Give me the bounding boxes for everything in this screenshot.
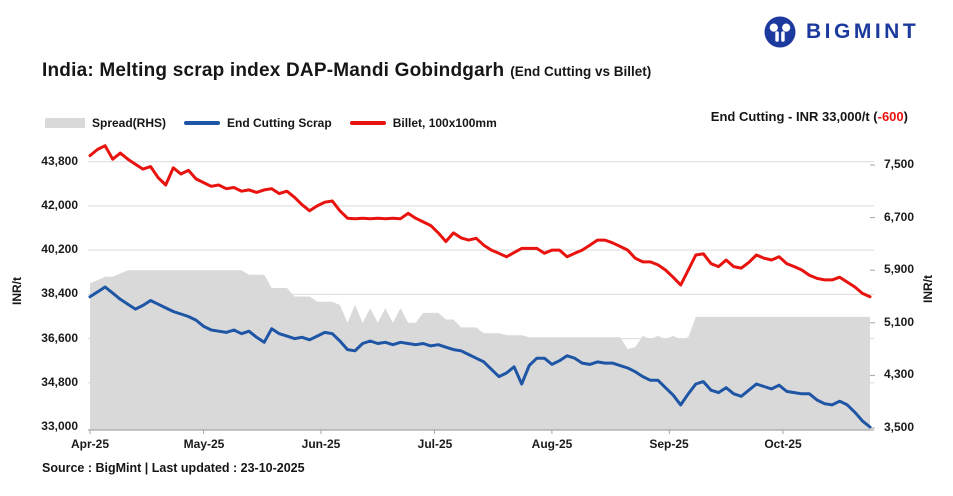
legend-item-spread: Spread(RHS) [45, 116, 166, 130]
title-suffix: (End Cutting vs Billet) [510, 64, 652, 79]
source-note: Source : BigMint | Last updated : 23-10-… [42, 461, 305, 475]
bigmint-logo: BIGMINT [763, 15, 919, 49]
bigmint-logo-icon [764, 16, 796, 48]
page-title: India: Melting scrap index DAP-Mandi Gob… [42, 60, 651, 82]
legend-swatch-end-cutting-icon [184, 121, 221, 125]
spread-area [90, 270, 870, 430]
legend-item-end-cutting: End Cutting Scrap [184, 116, 332, 130]
legend-swatch-spread-icon [45, 118, 85, 128]
legend-label-spread: Spread(RHS) [92, 116, 167, 130]
bigmint-logo-text: BIGMINT [806, 20, 920, 43]
legend-label-billet: Billet, 100x100mm [392, 116, 497, 130]
legend-label-end-cutting: End Cutting Scrap [227, 116, 332, 130]
left-axis-unit-label: INR/t [10, 277, 24, 305]
title-main: India: Melting scrap index DAP-Mandi Gob… [42, 60, 505, 81]
annotation-delta: -600 [877, 109, 904, 124]
legend-swatch-billet-icon [349, 121, 386, 125]
legend-item-billet: Billet, 100x100mm [349, 116, 497, 130]
end-cutting-line [88, 285, 872, 429]
billet-line [88, 144, 872, 299]
end-cutting-annotation: End Cutting - INR 33,000/t (-600) [711, 109, 908, 124]
annotation-prefix: End Cutting - INR 33,000/t ( [710, 109, 878, 124]
right-axis-unit-label: INR/t [921, 275, 935, 303]
chart-legend: Spread(RHS) End Cutting Scrap Billet, 10… [45, 116, 497, 130]
annotation-suffix: ) [903, 109, 908, 124]
